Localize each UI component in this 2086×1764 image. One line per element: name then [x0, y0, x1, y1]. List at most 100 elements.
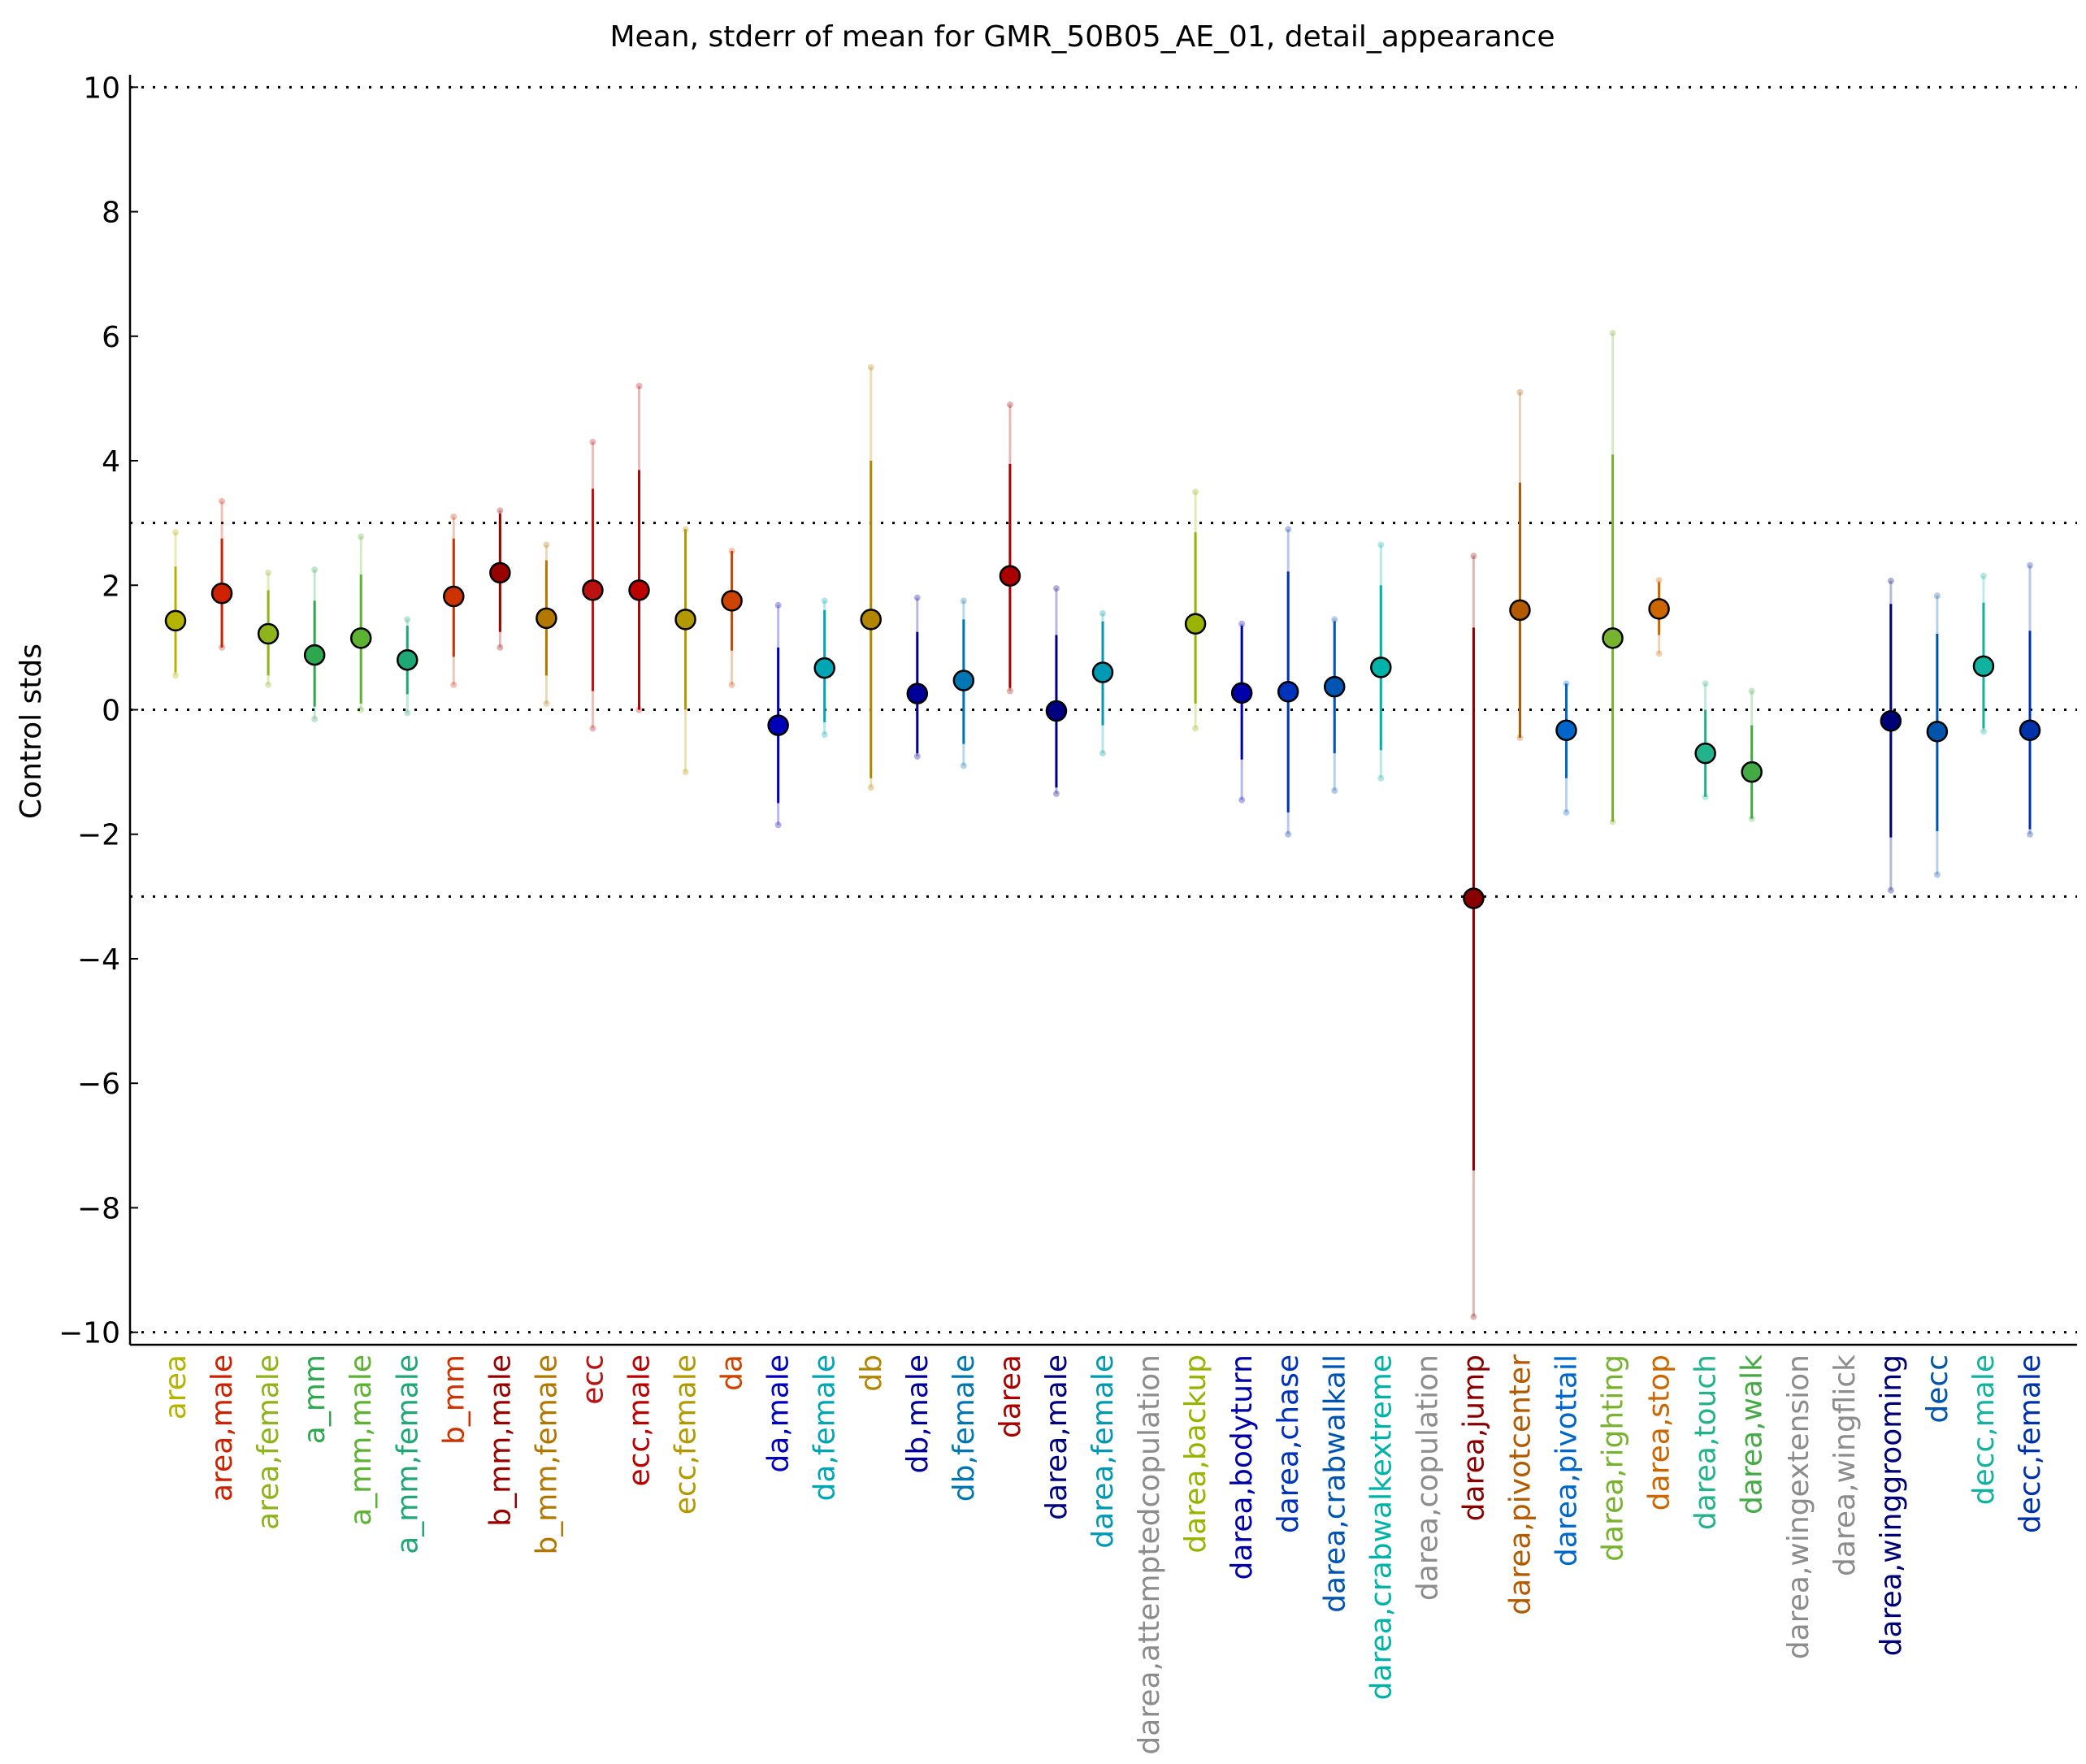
range-max-point	[774, 601, 782, 609]
range-min-point	[543, 700, 550, 707]
series-a-mm	[303, 566, 326, 722]
x-tick-label: b_mm,female	[530, 1354, 563, 1555]
series-darea-pivottail	[1555, 680, 1577, 816]
y-tick-label: 6	[102, 321, 120, 354]
range-max-point	[311, 566, 319, 574]
x-tick-label: darea,winggrooming	[1875, 1354, 1908, 1656]
series-darea-bodyturn	[1230, 620, 1253, 804]
x-tick-label: darea,attemptedcopulation	[1133, 1354, 1166, 1755]
range-min-point	[265, 681, 272, 688]
mean-point	[536, 607, 557, 630]
x-tick-label: ecc,female	[670, 1354, 703, 1515]
x-tick-label: b_mm	[437, 1354, 471, 1445]
x-tick-label: darea,righting	[1597, 1354, 1630, 1562]
range-max-point	[1470, 553, 1477, 560]
range-min-point	[1377, 774, 1385, 782]
series-decc-male	[1972, 572, 1995, 735]
range-min-point	[774, 821, 782, 829]
range-max-point	[1655, 577, 1663, 584]
y-tick-label: −10	[59, 1317, 120, 1350]
x-tick-label: darea,crabwalkall	[1318, 1354, 1351, 1613]
range-max-point	[1331, 616, 1338, 623]
range-min-point	[728, 681, 735, 688]
range-min-point	[821, 731, 828, 739]
x-tick-label: darea,backup	[1179, 1354, 1212, 1554]
mean-point	[1370, 657, 1392, 678]
range-min-point	[867, 784, 874, 791]
y-tick-label: 8	[102, 197, 120, 230]
series-b-mm	[443, 513, 465, 688]
range-max-point	[2027, 561, 2033, 569]
series-darea-male	[1045, 585, 1068, 797]
y-tick-label: 0	[102, 695, 120, 728]
mean-point	[1509, 599, 1531, 622]
range-max-point	[913, 594, 921, 601]
x-tick-label: decc	[1921, 1354, 1954, 1424]
x-tick-label: da	[716, 1354, 749, 1391]
mean-point	[674, 609, 696, 631]
series-darea-walk	[1741, 687, 1763, 822]
series-db	[860, 364, 882, 791]
series-da-female	[813, 597, 835, 739]
range-max-point	[1933, 592, 1941, 600]
range-max-point	[358, 533, 365, 540]
range-max-point	[1006, 401, 1013, 409]
x-tick-label: darea,jump	[1457, 1354, 1490, 1521]
series-darea-crabwalkall	[1324, 616, 1346, 795]
mean-point	[860, 609, 882, 631]
x-tick-label: db,female	[948, 1354, 981, 1502]
y-tick-label: −8	[77, 1192, 120, 1225]
x-tick-label: decc,male	[1967, 1354, 2001, 1505]
range-min-point	[1980, 728, 1987, 735]
range-max-point	[1377, 541, 1385, 548]
mean-point	[767, 714, 789, 736]
mean-point	[1926, 721, 1949, 743]
range-max-point	[1887, 577, 1894, 584]
x-tick-label: a_mm	[298, 1354, 332, 1444]
mean-point	[1324, 675, 1346, 698]
range-min-point	[1331, 787, 1338, 795]
series-da-male	[767, 601, 789, 829]
x-tick-label: darea,copulation	[1411, 1354, 1444, 1601]
range-min-point	[1099, 750, 1106, 757]
x-tick-label: b_mm,male	[484, 1354, 517, 1527]
y-axis-label: Control stds	[15, 644, 48, 819]
mean-point	[1648, 598, 1670, 620]
range-max-point	[1285, 526, 1292, 533]
mean-point	[1091, 661, 1114, 683]
series-ecc-female	[674, 526, 696, 776]
range-max-point	[543, 541, 550, 548]
range-min-point	[1563, 808, 1570, 816]
range-min-point	[589, 725, 596, 732]
mean-point	[999, 565, 1021, 587]
x-tick-label: da,male	[762, 1354, 796, 1473]
x-tick-label: darea,pivottail	[1550, 1354, 1584, 1567]
y-tick-label: 4	[102, 445, 120, 479]
range-max-point	[1609, 329, 1616, 336]
range-max-point	[1516, 388, 1524, 396]
series-darea-female	[1091, 609, 1114, 757]
y-tick-label: 2	[102, 570, 120, 603]
x-ticks: area area,male area,female a_mm a_mm,male a_m…	[159, 1354, 2047, 1755]
range-max-point	[1099, 609, 1106, 617]
range-min-point	[1006, 687, 1013, 695]
range-max-point	[867, 364, 874, 371]
mean-point	[1972, 655, 1995, 678]
series-ecc-male	[628, 383, 650, 713]
range-max-point	[1980, 572, 1987, 579]
mean-point	[952, 670, 975, 691]
series-da	[721, 548, 743, 688]
range-max-point	[404, 616, 411, 623]
mean-point	[303, 644, 326, 666]
series-a-mm-female	[397, 616, 419, 717]
series-b-mm-female	[536, 541, 557, 707]
range-max-point	[1702, 680, 1709, 687]
mean-point	[628, 579, 650, 601]
mean-point	[164, 609, 187, 632]
range-min-point	[1655, 650, 1663, 657]
range-max-point	[450, 513, 458, 520]
mean-point	[1694, 742, 1716, 765]
range-min-point	[1285, 830, 1292, 838]
y-tick-label: 10	[83, 72, 120, 105]
x-tick-label: db	[855, 1354, 888, 1392]
